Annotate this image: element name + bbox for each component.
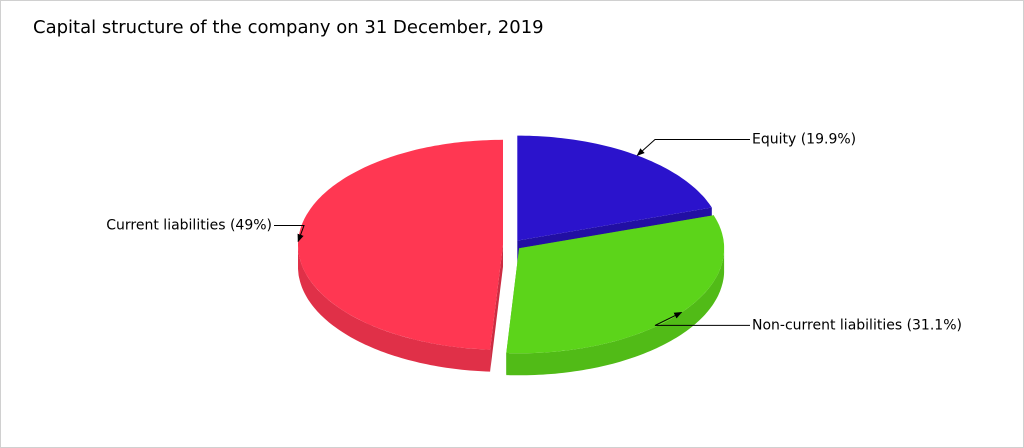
- slice: [506, 215, 725, 354]
- slice-wall: [506, 248, 725, 376]
- data-label: Current liabilities (49%): [106, 218, 272, 234]
- slice: [298, 139, 503, 350]
- data-label: Non-current liabilities (31.1%): [752, 317, 962, 333]
- leader-line: [654, 311, 750, 326]
- leader-line: [274, 225, 305, 243]
- leader-line: [636, 138, 750, 157]
- data-label: Equity (19.9%): [752, 131, 856, 147]
- slice-side: [490, 244, 503, 372]
- chart-title: Capital structure of the company on 31 D…: [33, 17, 544, 38]
- slice-wall: [298, 244, 491, 372]
- slice: [517, 135, 712, 241]
